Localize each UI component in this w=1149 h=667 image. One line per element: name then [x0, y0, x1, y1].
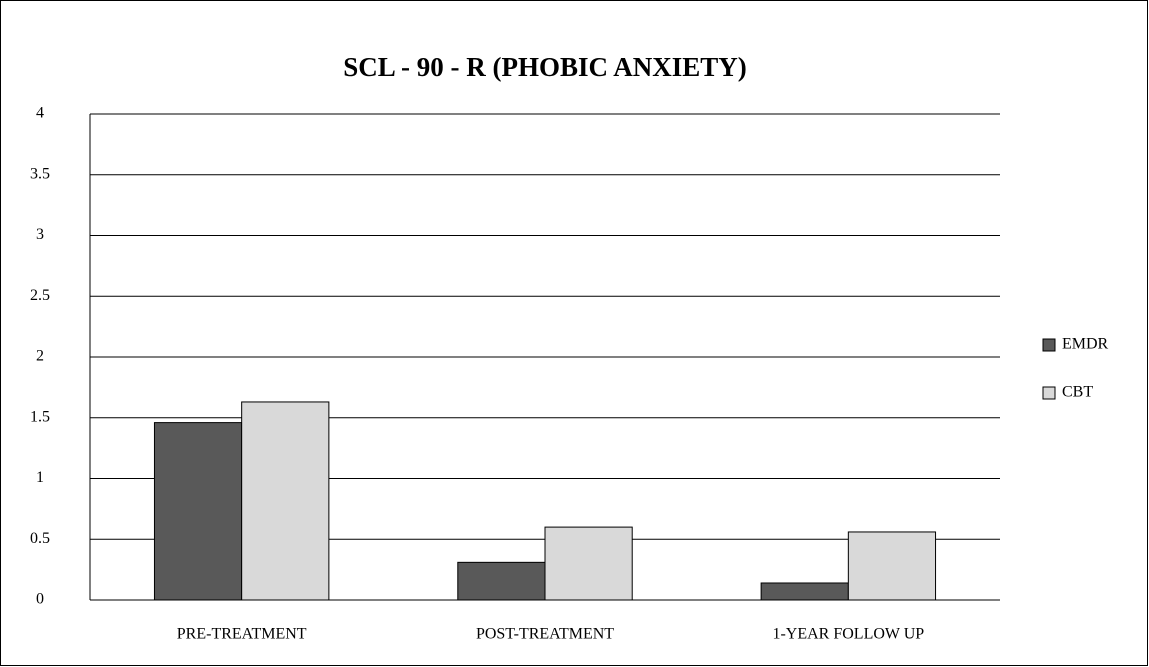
bar: [544, 526, 633, 601]
y-tick-label: 0: [36, 591, 44, 608]
y-tick-label: 1.5: [30, 408, 50, 425]
legend-label: CBT: [1062, 384, 1093, 401]
x-tick-label: 1-YEAR FOLLOW UP: [772, 626, 924, 643]
legend-swatch: [1042, 338, 1056, 352]
y-tick-label: 3: [36, 226, 44, 243]
bar: [847, 531, 937, 601]
legend-label: EMDR: [1062, 336, 1109, 353]
legend-swatch: [1042, 386, 1056, 400]
bar: [457, 561, 546, 601]
y-tick-label: 2.5: [30, 287, 50, 304]
bar: [760, 582, 849, 601]
y-tick-label: 3.5: [30, 165, 50, 182]
x-tick-label: PRE-TREATMENT: [177, 626, 307, 643]
y-tick-label: 0.5: [30, 530, 50, 547]
bar: [153, 422, 243, 601]
chart-title: SCL - 90 - R (PHOBIC ANXIETY): [343, 52, 747, 82]
y-tick-label: 4: [36, 105, 44, 122]
y-tick-label: 1: [36, 469, 44, 486]
x-tick-label: POST-TREATMENT: [476, 626, 614, 643]
y-tick-label: 2: [36, 348, 44, 365]
bar: [241, 401, 330, 601]
